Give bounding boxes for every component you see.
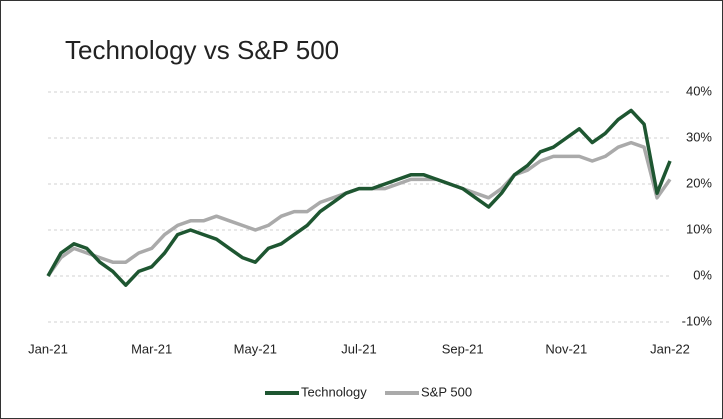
x-tick-label: Jan-21 <box>28 341 68 356</box>
y-tick-label: 10% <box>686 221 712 236</box>
x-tick-label: Jan-22 <box>650 341 690 356</box>
x-tick-label: May-21 <box>234 341 277 356</box>
y-tick-label: 40% <box>686 83 712 98</box>
x-tick-label: Jul-21 <box>341 341 376 356</box>
y-tick-label: 20% <box>686 175 712 190</box>
y-tick-label: 30% <box>686 129 712 144</box>
legend-label: S&P 500 <box>421 384 472 399</box>
y-tick-label: 0% <box>693 267 712 282</box>
y-tick-label: -10% <box>682 313 713 328</box>
series-line <box>46 108 672 287</box>
x-tick-label: Mar-21 <box>131 341 172 356</box>
x-tick-label: Sep-21 <box>442 341 484 356</box>
x-tick-label: Nov-21 <box>545 341 587 356</box>
legend-label: Technology <box>301 384 367 399</box>
chart-title: Technology vs S&P 500 <box>65 35 339 65</box>
